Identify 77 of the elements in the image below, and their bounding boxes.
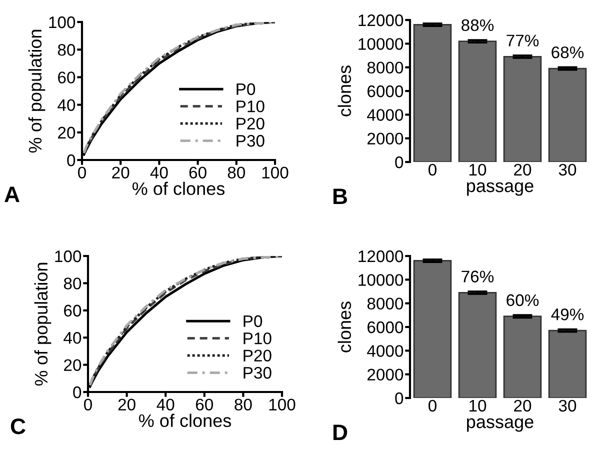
- x-tick-label: 40: [156, 398, 174, 410]
- x-tick-label: 100: [269, 398, 296, 410]
- annotation: 68%: [552, 46, 584, 58]
- y-axis-title: % of population: [34, 262, 52, 386]
- annotation: 49%: [551, 308, 584, 320]
- y-tick-label: 6000: [368, 85, 404, 98]
- legend-label: P20: [236, 118, 264, 130]
- x-axis-title: % of clones: [138, 414, 232, 428]
- x-tick-label: 60: [189, 166, 206, 178]
- y-tick-label: 2000: [368, 132, 404, 145]
- annotation: 60%: [506, 294, 539, 306]
- y-tick-label: 40: [64, 332, 82, 344]
- y-tick-label: 60: [64, 304, 82, 317]
- x-tick-label: 30: [558, 400, 576, 412]
- y-axis-title: clones: [338, 66, 352, 116]
- y-tick-label: 80: [58, 44, 76, 56]
- x-axis-title: % of clones: [132, 182, 225, 196]
- y-tick-label: 10000: [358, 274, 404, 286]
- y-tick-label: 4000: [367, 345, 404, 357]
- x-tick-label: 20: [514, 400, 532, 412]
- annotation: 76%: [462, 270, 494, 282]
- bar: [458, 292, 497, 398]
- y-tick-label: 20: [58, 126, 76, 139]
- bar: [458, 40, 497, 162]
- annotation: 77%: [506, 34, 539, 46]
- x-tick-label: 60: [196, 398, 214, 410]
- annotation: 88%: [462, 19, 494, 32]
- y-tick-label: 8000: [367, 298, 404, 310]
- bar: [503, 316, 542, 398]
- y-tick-label: 12000: [358, 250, 404, 262]
- text: D: [333, 424, 348, 440]
- y-tick-label: 2000: [368, 368, 404, 381]
- y-tick-label: 20: [64, 359, 82, 372]
- y-tick-label: 10000: [358, 38, 404, 50]
- x-tick-label: 20: [514, 164, 532, 176]
- x-tick-label: 30: [558, 164, 576, 176]
- x-tick-label: 80: [228, 166, 246, 178]
- y-tick-label: 6000: [368, 321, 404, 334]
- x-tick-label: 0: [84, 398, 92, 410]
- x-tick-label: 0: [428, 400, 436, 412]
- bar: [548, 330, 587, 398]
- legend-label: P0: [236, 83, 256, 96]
- y-tick-label: 40: [58, 99, 76, 112]
- y-tick-label: 12000: [358, 14, 404, 26]
- x-axis-title: passage: [467, 418, 534, 432]
- y-tick-label: 4000: [367, 109, 404, 121]
- text: A: [4, 186, 20, 202]
- text: C: [10, 418, 26, 434]
- legend-label: P30: [244, 366, 272, 379]
- x-tick-label: 80: [234, 398, 252, 410]
- bar: [413, 24, 452, 162]
- x-tick-label: 20: [118, 398, 136, 410]
- bar: [413, 260, 452, 398]
- legend-label: P0: [244, 315, 262, 328]
- y-tick-label: 0: [67, 154, 76, 166]
- y-axis-title: % of population: [28, 30, 46, 153]
- legend-label: P10: [236, 100, 264, 112]
- x-tick-label: 40: [150, 166, 168, 178]
- x-tick-label: 10: [470, 400, 486, 412]
- x-tick-label: 0: [428, 164, 436, 176]
- bar: [548, 68, 587, 162]
- legend-label: P30: [236, 134, 264, 147]
- legend-label: P10: [244, 332, 272, 344]
- y-tick-label: 80: [64, 278, 82, 290]
- x-axis-title: passage: [467, 182, 534, 196]
- y-axis-title: clones: [338, 302, 352, 352]
- y-tick-label: 8000: [367, 62, 404, 74]
- y-tick-label: 60: [58, 72, 76, 84]
- x-tick-label: 100: [262, 166, 288, 178]
- bar: [503, 56, 542, 162]
- x-tick-label: 10: [470, 164, 486, 176]
- legend-label: P20: [244, 350, 272, 362]
- text: B: [333, 188, 348, 204]
- y-tick-label: 100: [49, 16, 76, 28]
- y-tick-label: 100: [55, 250, 82, 262]
- x-tick-label: 20: [112, 166, 130, 178]
- y-tick-label: 0: [73, 386, 82, 398]
